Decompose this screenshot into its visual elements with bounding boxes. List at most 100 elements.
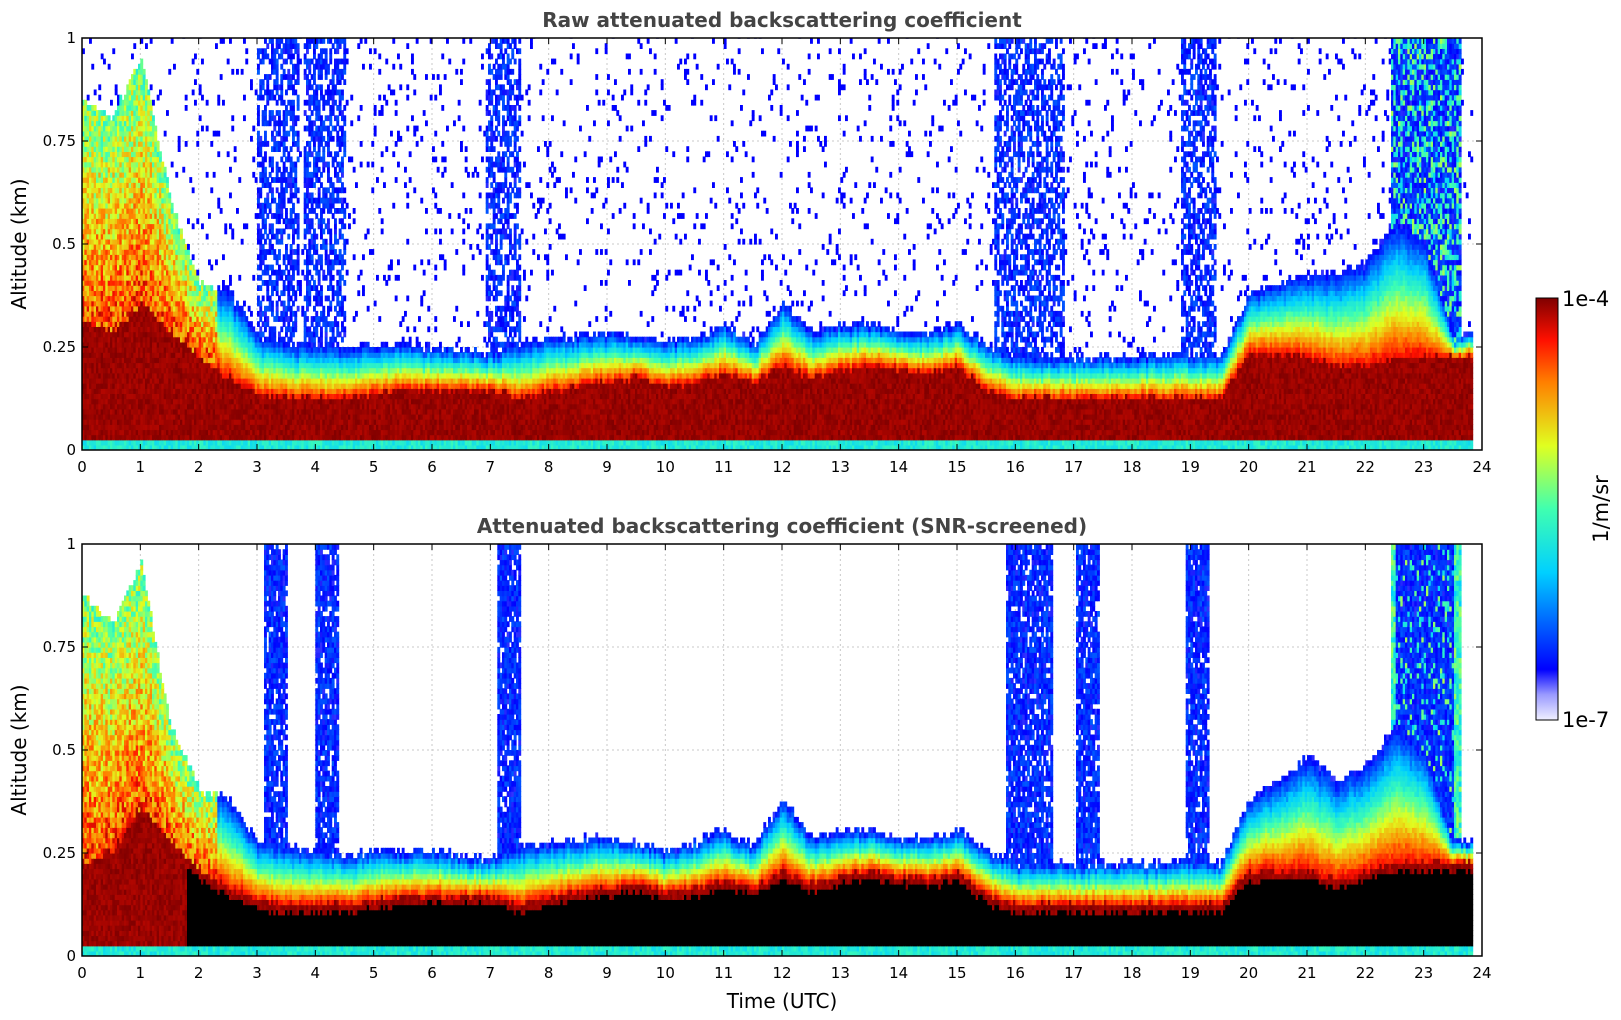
heat-cell — [131, 398, 134, 405]
heat-cell — [91, 223, 95, 230]
heat-cell — [142, 197, 146, 204]
heat-cell — [152, 182, 155, 188]
heat-cell — [91, 105, 95, 111]
heat-cell — [145, 141, 148, 147]
heat-cell — [138, 310, 141, 317]
heat-cell — [100, 310, 104, 317]
heat-cell — [100, 259, 104, 266]
heat-cell — [245, 403, 249, 410]
heat-cell — [149, 388, 153, 394]
heat-cell — [103, 321, 106, 327]
heat-cell — [268, 244, 272, 250]
heat-cell — [110, 274, 113, 281]
heat-cell — [243, 310, 246, 317]
heat-cell — [110, 151, 113, 158]
heat-cell — [168, 202, 172, 209]
heat-cell — [119, 135, 123, 142]
heat-cell — [124, 249, 127, 255]
heat-cell — [210, 383, 214, 389]
heat-cell — [268, 228, 272, 235]
heat-cell — [119, 388, 123, 394]
heat-cell — [121, 393, 125, 400]
heat-cell — [100, 316, 104, 322]
heat-cell — [280, 94, 284, 101]
heat-cell — [100, 419, 104, 425]
heat-cell — [261, 434, 265, 441]
heat-cell — [89, 300, 92, 307]
heat-cell — [149, 171, 153, 178]
heat-cell — [117, 213, 120, 219]
heat-cell — [219, 316, 223, 322]
heat-cell — [117, 105, 120, 111]
heat-cell — [103, 238, 106, 245]
heat-cell — [243, 223, 246, 230]
heat-cell — [245, 347, 249, 353]
heat-cell — [93, 295, 97, 302]
heat-cell — [100, 439, 104, 446]
heat-cell — [147, 300, 151, 307]
heat-cell — [121, 372, 125, 379]
heat-cell — [156, 218, 160, 225]
heat-cell — [121, 347, 125, 353]
heat-cell — [154, 208, 158, 214]
heat-cell — [161, 444, 165, 450]
heat-cell — [119, 331, 123, 338]
heat-cell — [124, 208, 127, 214]
heat-cell — [163, 413, 167, 420]
heat-cell — [173, 403, 176, 410]
heat-cell — [191, 264, 195, 271]
heat-cell — [103, 197, 106, 204]
heat-cell — [278, 110, 281, 116]
heat-cell — [250, 79, 253, 85]
heat-cell — [96, 310, 99, 317]
heat-cell — [98, 264, 102, 271]
heat-cell — [91, 238, 95, 245]
heat-cell — [96, 274, 99, 281]
chart-title: Raw attenuated backscattering coefficien… — [542, 8, 1022, 32]
heat-cell — [145, 393, 148, 400]
heat-cell — [266, 434, 270, 441]
heat-cell — [233, 413, 237, 420]
heat-cell — [86, 110, 90, 116]
heat-cell — [89, 182, 92, 188]
heat-cell — [138, 130, 141, 137]
heat-cell — [259, 326, 263, 333]
heat-cell — [268, 58, 272, 65]
heat-cell — [147, 151, 151, 158]
heat-cell — [294, 182, 298, 188]
heat-cell — [142, 244, 146, 250]
heat-cell — [82, 357, 85, 364]
heat-cell — [142, 305, 146, 312]
heat-cell — [159, 383, 162, 389]
heat-cell — [152, 151, 155, 158]
heat-cell — [100, 383, 104, 389]
heat-cell — [124, 429, 127, 436]
heat-cell — [152, 367, 155, 374]
heat-cell — [138, 444, 141, 450]
heat-cell — [128, 419, 132, 425]
heat-cell — [119, 274, 123, 281]
heat-cell — [159, 424, 162, 431]
heat-cell — [196, 310, 200, 317]
heat-cell — [128, 331, 132, 338]
heat-cell — [247, 377, 251, 384]
heat-cell — [110, 120, 113, 127]
heat-cell — [119, 259, 123, 266]
heat-cell — [89, 166, 92, 173]
heat-cell — [84, 321, 88, 327]
heat-cell — [170, 419, 174, 425]
heat-cell — [149, 125, 153, 132]
heat-cell — [182, 305, 186, 312]
heat-cell — [100, 110, 104, 116]
heat-cell — [198, 285, 202, 291]
heat-cell — [264, 249, 267, 255]
heat-cell — [103, 352, 106, 358]
heat-cell — [205, 413, 209, 420]
heat-cell — [105, 357, 109, 364]
heat-cell — [266, 362, 270, 369]
heat-cell — [145, 130, 148, 137]
heat-cell — [145, 408, 148, 415]
heat-cell — [268, 336, 272, 343]
heat-cell — [187, 290, 190, 297]
heat-cell — [168, 233, 172, 240]
